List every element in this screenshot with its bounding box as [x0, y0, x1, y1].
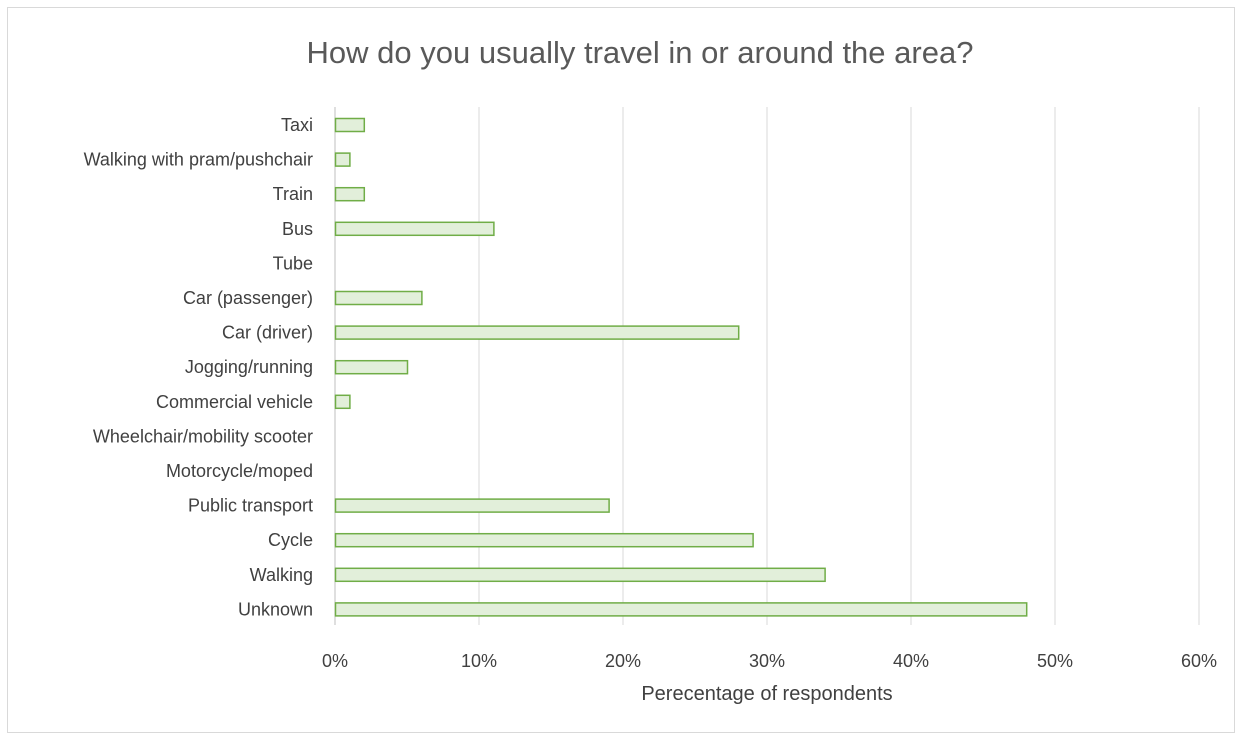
- x-tick-label: 20%: [605, 651, 641, 671]
- category-label: Commercial vehicle: [156, 392, 313, 412]
- bar: [334, 117, 366, 133]
- category-label: Jogging/running: [185, 357, 313, 377]
- x-tick-label: 50%: [1037, 651, 1073, 671]
- category-labels: Taxi Walking with pram/pushchair Train Bus T…: [84, 115, 313, 619]
- category-label: Car (driver): [222, 323, 313, 343]
- bar: [334, 152, 351, 167]
- bar: [334, 498, 610, 513]
- bar: [334, 186, 366, 202]
- category-label: Motorcycle/moped: [166, 461, 313, 481]
- bar: [334, 325, 740, 340]
- bar: [334, 359, 409, 375]
- category-label: Wheelchair/mobility scooter: [93, 426, 313, 446]
- category-label: Bus: [282, 219, 313, 239]
- bar: [334, 290, 423, 306]
- category-label: Walking: [250, 565, 313, 585]
- chart-title: How do you usually travel in or around t…: [307, 35, 974, 70]
- category-label: Public transport: [188, 496, 313, 516]
- bar: [334, 532, 754, 548]
- category-label: Walking with pram/pushchair: [84, 150, 313, 170]
- bars: [334, 117, 1028, 617]
- category-label: Unknown: [238, 599, 313, 619]
- category-label: Cycle: [268, 530, 313, 550]
- category-label: Taxi: [281, 115, 313, 135]
- category-label: Car (passenger): [183, 288, 313, 308]
- category-label: Train: [273, 184, 313, 204]
- x-tick-label: 30%: [749, 651, 785, 671]
- x-tick-label: 60%: [1181, 651, 1217, 671]
- bar: [334, 567, 826, 583]
- bar: [334, 394, 351, 410]
- x-tick-label: 0%: [322, 651, 348, 671]
- category-label: Tube: [273, 253, 313, 273]
- bar: [334, 602, 1028, 617]
- x-tick-label: 40%: [893, 651, 929, 671]
- x-axis-title: Perecentage of respondents: [641, 683, 892, 705]
- x-tick-labels: 0% 10% 20% 30% 40% 50% 60%: [322, 651, 1217, 671]
- x-tick-label: 10%: [461, 651, 497, 671]
- bar: [334, 221, 495, 237]
